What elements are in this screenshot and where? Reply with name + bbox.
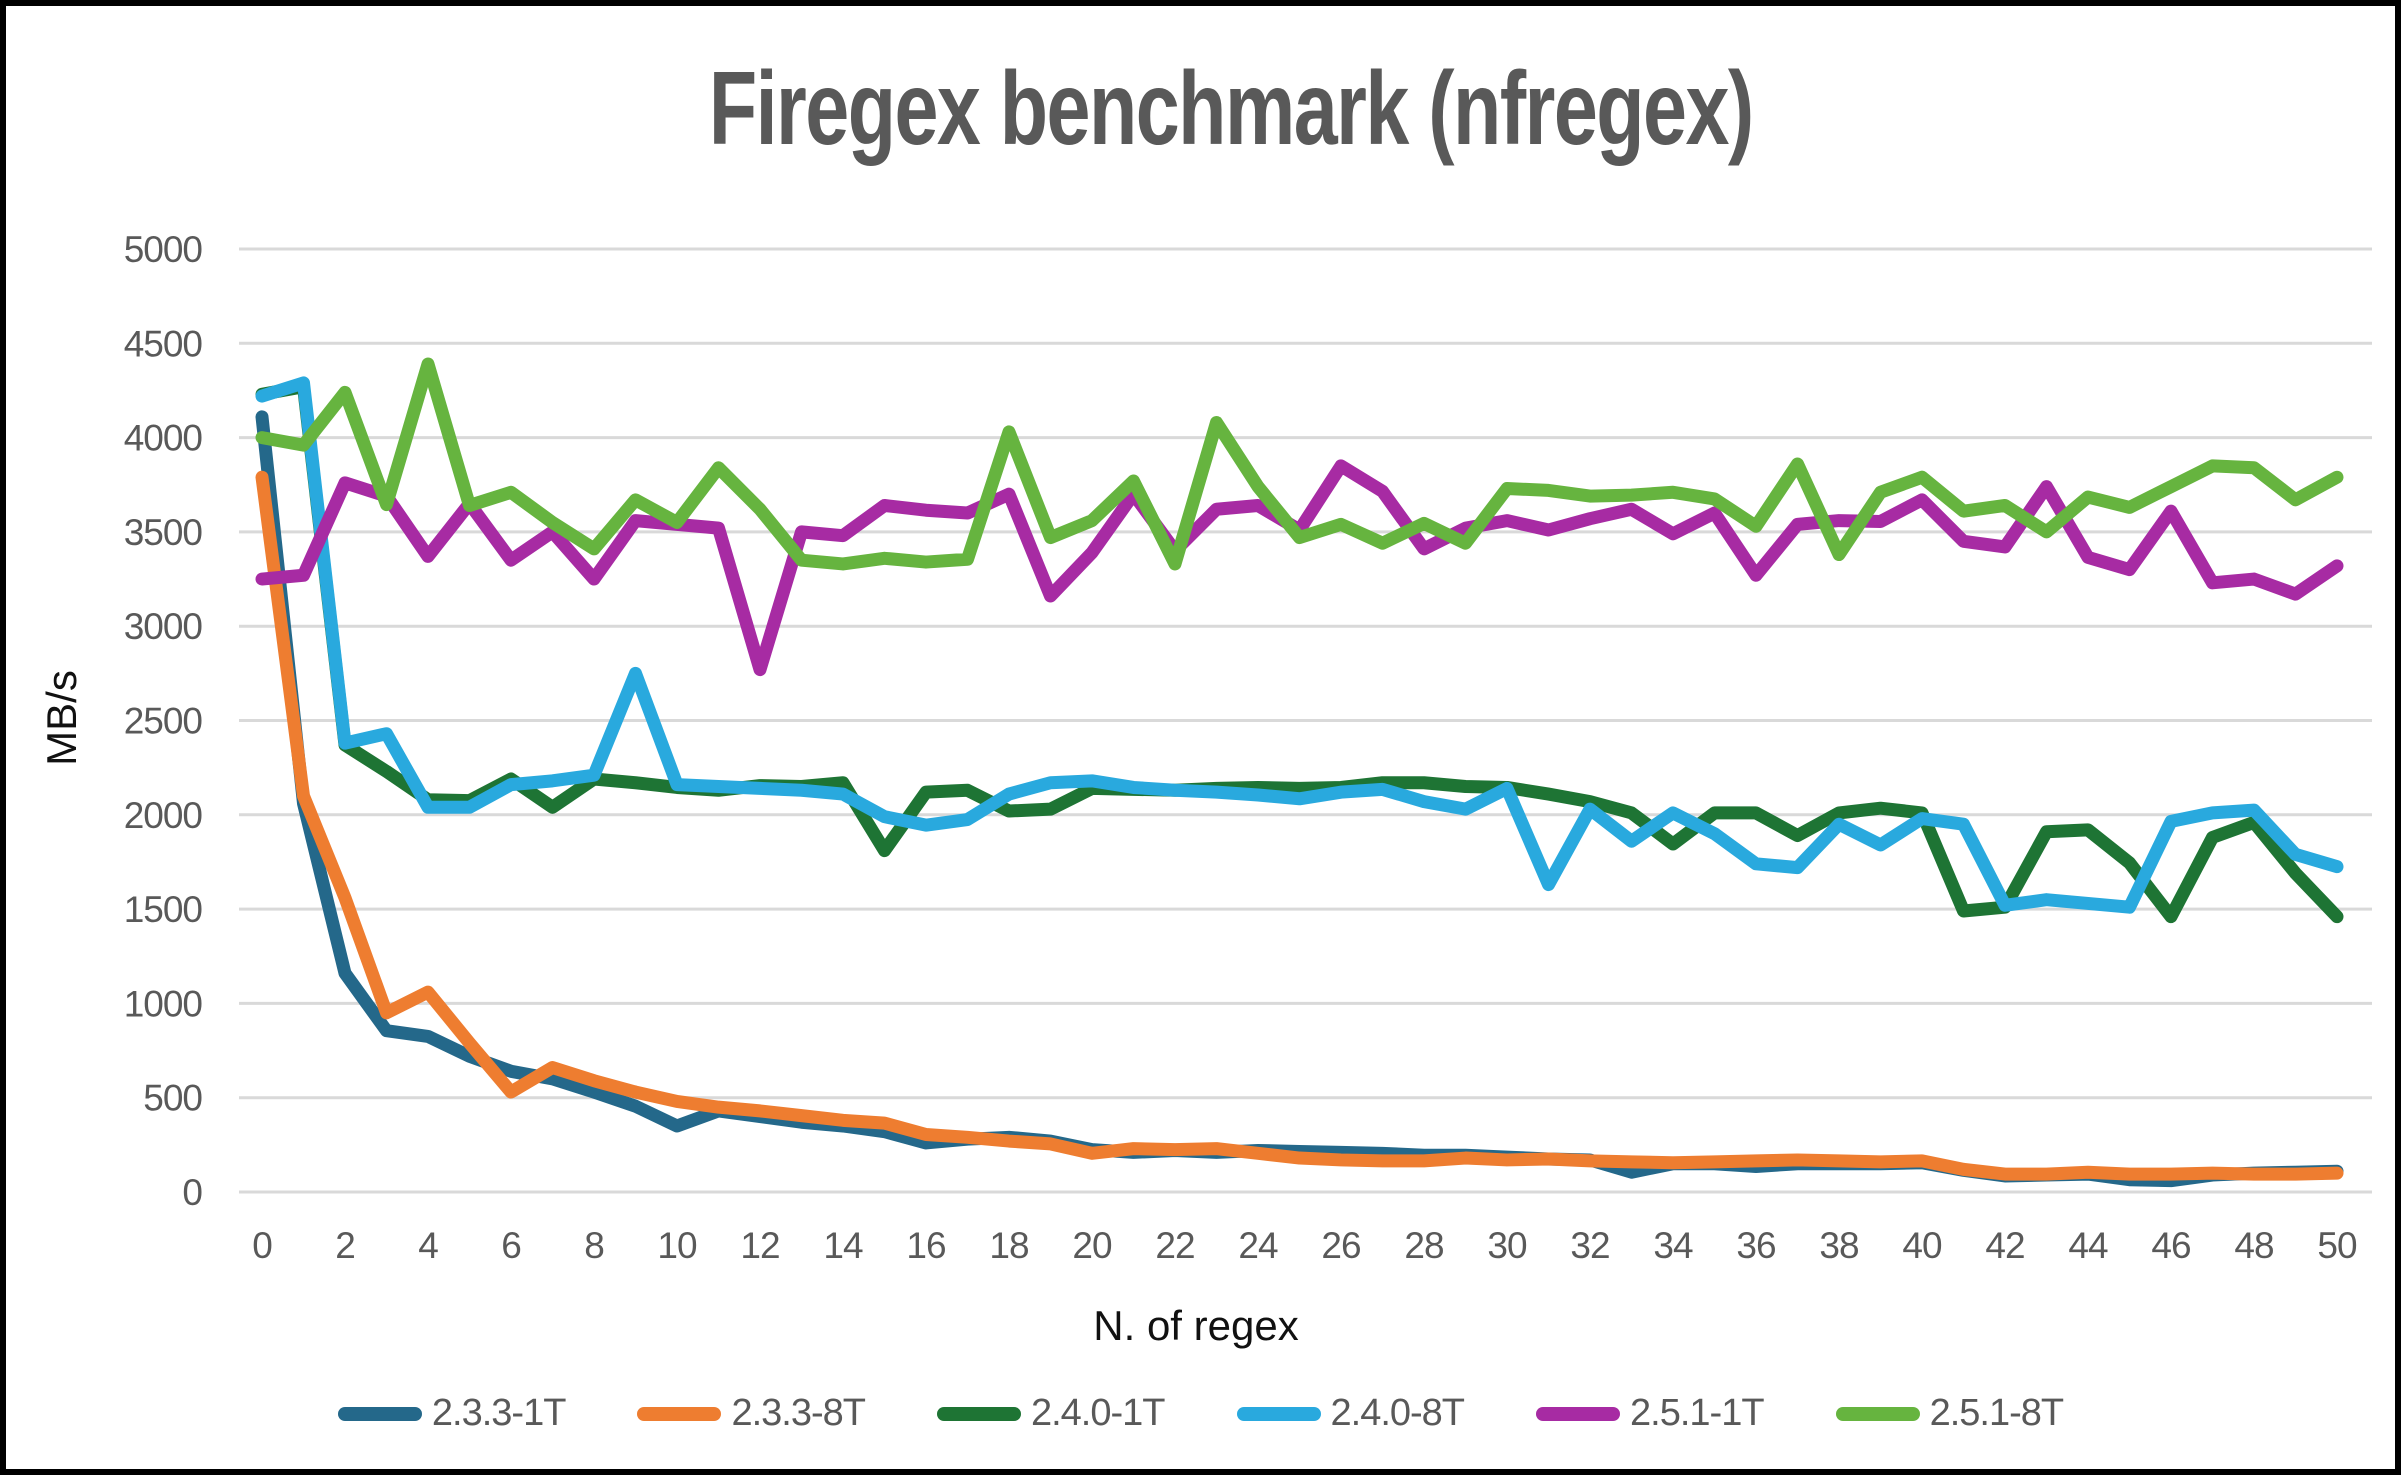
x-tick-label: 24 (1238, 1225, 1278, 1266)
x-tick-label: 8 (584, 1225, 604, 1266)
legend-item-2.3.3-8T: 2.3.3-8T (637, 1392, 866, 1435)
x-tick-label: 44 (2068, 1225, 2108, 1266)
legend-swatch-2.5.1-1T (1536, 1406, 1621, 1421)
y-tick-label: 1000 (124, 983, 203, 1024)
x-tick-label: 10 (657, 1225, 697, 1266)
legend-swatch-2.5.1-8T (1835, 1406, 1920, 1421)
legend-label: 2.3.3-1T (431, 1392, 567, 1434)
x-tick-label: 2 (335, 1225, 355, 1266)
y-tick-label: 2500 (124, 701, 203, 742)
y-tick-label: 3500 (124, 512, 203, 553)
legend-item-2.5.1-8T: 2.5.1-8T (1835, 1392, 2065, 1435)
chart-title: Firegex benchmark (nfregex) (66, 50, 2395, 169)
x-tick-label: 14 (823, 1225, 863, 1266)
legend-item-2.4.0-1T: 2.4.0-1T (936, 1392, 1166, 1435)
x-tick-label: 6 (501, 1225, 521, 1266)
legend-label: 2.5.1-1T (1630, 1392, 1765, 1434)
y-tick-label: 3000 (124, 606, 203, 647)
x-tick-label: 48 (2234, 1225, 2273, 1266)
chart-title-text: Firegex benchmark (nfregex) (708, 51, 1754, 167)
x-tick-label: 46 (2151, 1225, 2190, 1266)
series-line-2.4.0-1T (255, 380, 2344, 924)
x-tick-label: 16 (906, 1225, 945, 1266)
y-tick-label: 4000 (124, 418, 203, 459)
series-line-2.4.0-8T (255, 376, 2344, 914)
legend-swatch-2.3.3-8T (637, 1406, 722, 1421)
legend: 2.3.3-1T 2.3.3-8T 2.4.0-1T 2.4.0-8T 2.5.1-1T… (6, 1392, 2395, 1435)
y-tick-label: 0 (182, 1172, 202, 1213)
x-tick-label: 40 (1902, 1225, 1942, 1266)
legend-label: 2.3.3-8T (731, 1392, 866, 1434)
x-tick-label: 12 (740, 1225, 779, 1266)
legend-item-2.3.3-1T: 2.3.3-1T (337, 1392, 567, 1435)
legend-label: 2.5.1-8T (1929, 1392, 2065, 1434)
series-line-2.3.3-8T (255, 470, 2344, 1181)
y-tick-label: 5000 (124, 229, 203, 270)
y-tick-label: 500 (143, 1078, 202, 1119)
x-tick-label: 20 (1072, 1225, 1112, 1266)
series-line-2.5.1-8T (255, 357, 2344, 571)
legend-item-2.5.1-1T: 2.5.1-1T (1536, 1392, 1765, 1435)
x-tick-label: 22 (1155, 1225, 1194, 1266)
x-tick-label: 42 (1985, 1225, 2024, 1266)
x-tick-label: 18 (989, 1225, 1028, 1266)
legend-item-2.4.0-8T: 2.4.0-8T (1236, 1392, 1466, 1435)
x-tick-label: 0 (252, 1225, 272, 1266)
legend-label: 2.4.0-1T (1030, 1392, 1166, 1434)
x-tick-label: 34 (1653, 1225, 1693, 1266)
legend-swatch-2.4.0-1T (936, 1406, 1021, 1421)
x-tick-label: 32 (1570, 1225, 1609, 1266)
x-tick-label: 36 (1736, 1225, 1775, 1266)
legend-swatch-2.3.3-1T (337, 1406, 422, 1421)
x-tick-label: 38 (1819, 1225, 1858, 1266)
y-tick-label: 4500 (124, 323, 203, 364)
y-tick-label: 1500 (124, 889, 203, 930)
x-tick-label: 26 (1321, 1225, 1360, 1266)
x-tick-label: 28 (1404, 1225, 1443, 1266)
x-tick-label: 50 (2317, 1225, 2357, 1266)
x-tick-label: 30 (1487, 1225, 1527, 1266)
x-axis-title: N. of regex (1093, 1302, 1299, 1349)
legend-swatch-2.4.0-8T (1236, 1406, 1321, 1421)
series-line-2.5.1-1T (255, 459, 2344, 677)
legend-label: 2.4.0-8T (1330, 1392, 1466, 1434)
x-tick-label: 4 (418, 1225, 438, 1266)
y-axis-title: MB/s (38, 670, 85, 766)
y-tick-label: 2000 (124, 795, 203, 836)
line-chart: 0500100015002000250030003500400045005000… (124, 229, 2372, 1266)
